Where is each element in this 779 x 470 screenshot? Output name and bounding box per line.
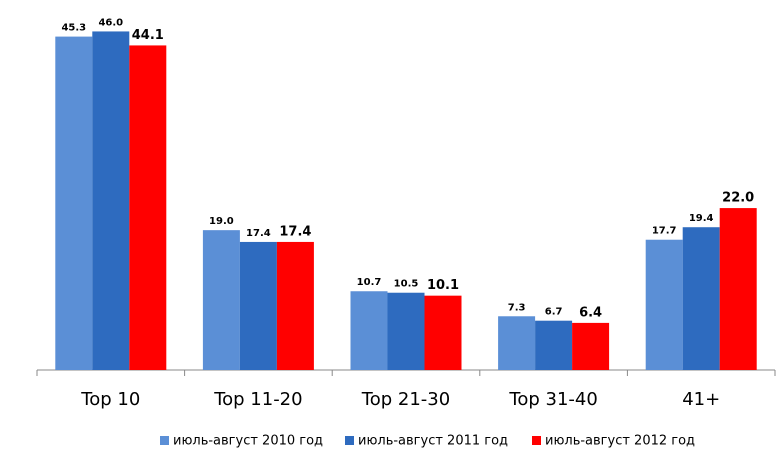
legend-swatch: [532, 436, 541, 445]
bar: [424, 295, 462, 370]
value-label: 6.7: [545, 307, 563, 318]
legend-swatch: [345, 436, 354, 445]
value-label: 10.1: [427, 278, 459, 293]
bar: [682, 227, 720, 370]
x-tick-label: Top 11-20: [213, 389, 302, 410]
bar: [350, 291, 388, 370]
value-label: 10.5: [394, 279, 419, 290]
legend-label: июль-август 2011 год: [358, 434, 508, 449]
x-tick-label: 41+: [682, 389, 720, 410]
bar: [92, 31, 130, 370]
x-tick-label: Top 31-40: [508, 389, 597, 410]
value-label: 17.4: [279, 224, 311, 239]
value-label: 17.7: [652, 226, 677, 237]
bar: [202, 230, 240, 370]
legend-swatch: [160, 436, 169, 445]
bar: [572, 322, 610, 370]
value-label: 45.3: [61, 23, 86, 34]
x-tick-label: Top 21-30: [361, 389, 450, 410]
legend-label: июль-август 2010 год: [173, 434, 323, 449]
value-label: 10.7: [357, 277, 382, 288]
bar: [387, 292, 425, 370]
value-label: 19.0: [209, 216, 234, 227]
value-label: 17.4: [246, 228, 271, 239]
bar: [645, 239, 683, 370]
x-tick-label: Top 10: [80, 389, 140, 410]
value-label: 7.3: [508, 302, 526, 313]
value-label: 6.4: [579, 305, 602, 320]
bar: [535, 320, 573, 370]
bar: [239, 241, 277, 370]
bar: [498, 316, 536, 370]
bar: [129, 45, 167, 370]
value-label: 19.4: [689, 213, 714, 224]
value-label: 46.0: [98, 17, 123, 28]
bar: [55, 36, 93, 370]
bar: [276, 241, 314, 370]
legend-label: июль-август 2012 год: [545, 434, 695, 449]
value-label: 22.0: [722, 191, 754, 206]
bar: [719, 208, 757, 370]
value-label: 44.1: [132, 28, 164, 43]
